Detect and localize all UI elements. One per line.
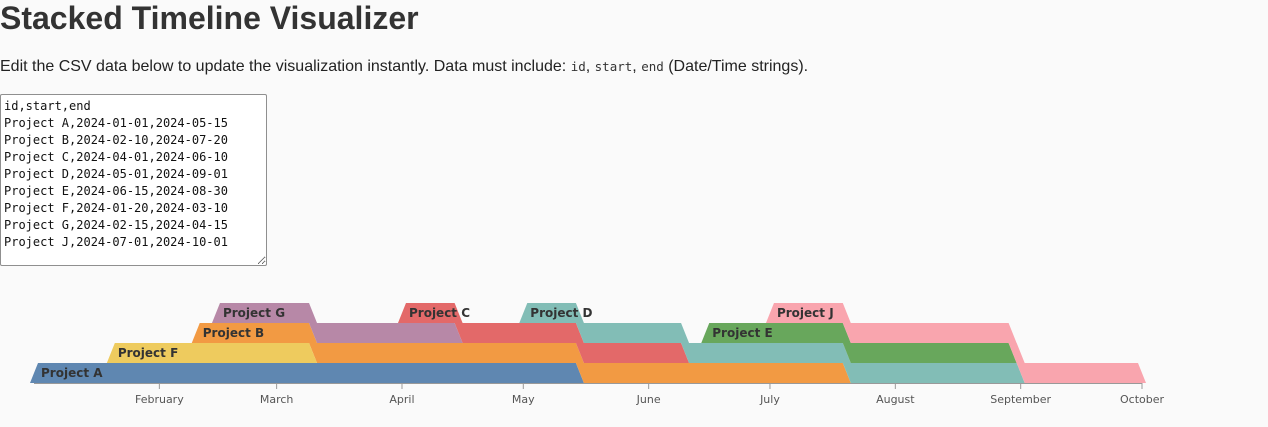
- x-axis-tick-label: February: [135, 393, 184, 406]
- timeline-chart: Project A Project B Project C Project D Proj…: [30, 303, 1164, 406]
- separator: ,: [632, 58, 642, 75]
- x-axis-tick-label: October: [1120, 393, 1164, 406]
- separator: ,: [585, 58, 595, 75]
- x-axis-tick-label: July: [759, 393, 780, 406]
- timeline-band-project-j[interactable]: [765, 303, 1146, 383]
- code-start: start: [594, 59, 633, 74]
- band-label: Project F: [118, 346, 178, 360]
- x-axis-tick-label: September: [990, 393, 1051, 406]
- band-label: Project B: [203, 326, 264, 340]
- x-axis-tick-label: June: [636, 393, 661, 406]
- timeline-band-project-c[interactable]: [397, 303, 690, 363]
- band-label: Project D: [530, 306, 592, 320]
- x-axis-tick-label: May: [512, 393, 535, 406]
- description-suffix: (Date/Time strings).: [663, 58, 809, 75]
- csv-editor[interactable]: [0, 94, 267, 266]
- timeline-band-project-g[interactable]: [211, 303, 463, 343]
- page-title: Stacked Timeline Visualizer: [0, 0, 419, 36]
- band-label: Project E: [712, 326, 772, 340]
- x-axis-tick-label: August: [876, 393, 915, 406]
- code-end: end: [641, 59, 664, 74]
- timeline-band-project-b[interactable]: [191, 323, 851, 383]
- timeline-band-project-a[interactable]: [30, 363, 584, 383]
- band-label: Project C: [409, 306, 470, 320]
- band-label: Project A: [41, 366, 103, 380]
- x-axis-tick-label: April: [389, 393, 414, 406]
- description-prefix: Edit the CSV data below to update the vi…: [0, 58, 571, 75]
- band-label: Project G: [223, 306, 285, 320]
- description: Edit the CSV data below to update the vi…: [0, 58, 808, 76]
- band-label: Project J: [777, 306, 834, 320]
- code-id: id: [570, 59, 586, 74]
- x-axis-tick-label: March: [260, 393, 294, 406]
- timeline-band-project-f[interactable]: [106, 343, 318, 363]
